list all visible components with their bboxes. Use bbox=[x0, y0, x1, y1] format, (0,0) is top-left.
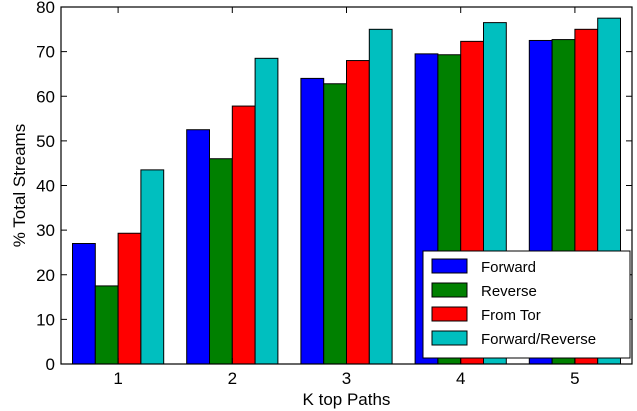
y-tick-label-50: 50 bbox=[36, 132, 55, 151]
legend: Forward Reverse From Tor Forward/Reverse bbox=[422, 250, 631, 359]
y-tick-label-60: 60 bbox=[36, 87, 55, 106]
bar-forward-reverse-k3 bbox=[368, 28, 393, 365]
y-tick-label-30: 30 bbox=[36, 221, 55, 240]
y-tick-label-70: 70 bbox=[36, 43, 55, 62]
x-tick-label-1: 1 bbox=[113, 369, 122, 388]
bar-reverse-k2 bbox=[209, 158, 233, 365]
legend-swatch-forward-reverse bbox=[431, 330, 468, 346]
bar-forward-k2 bbox=[186, 129, 210, 365]
y-tick-label-20: 20 bbox=[36, 266, 55, 285]
legend-label-forward: Forward bbox=[481, 259, 536, 276]
legend-label-from-tor: From Tor bbox=[481, 307, 541, 324]
bar-from-tor-k3 bbox=[346, 60, 370, 365]
legend-label-forward-reverse: Forward/Reverse bbox=[481, 331, 596, 348]
x-tick-label-4: 4 bbox=[456, 369, 465, 388]
y-tick-label-10: 10 bbox=[36, 310, 55, 329]
y-axis-label: % Total Streams bbox=[10, 124, 29, 247]
bar-from-tor-k2 bbox=[231, 105, 256, 365]
x-tick-label-2: 2 bbox=[228, 369, 237, 388]
legend-swatch-reverse bbox=[431, 282, 468, 298]
x-tick-label-5: 5 bbox=[570, 369, 579, 388]
bar-forward-reverse-k1 bbox=[140, 169, 165, 365]
x-axis-label: K top Paths bbox=[303, 390, 391, 409]
legend-swatch-forward bbox=[431, 258, 468, 274]
bar-forward-k1 bbox=[72, 243, 96, 365]
legend-label-reverse: Reverse bbox=[481, 283, 537, 300]
bar-reverse-k3 bbox=[323, 83, 348, 365]
bar-reverse-k1 bbox=[94, 285, 119, 365]
y-tick-label-80: 80 bbox=[36, 0, 55, 17]
y-tick-label-0: 0 bbox=[46, 355, 55, 374]
y-tick-label-40: 40 bbox=[36, 177, 55, 196]
bars-group bbox=[72, 17, 622, 365]
bar-forward-k3 bbox=[300, 77, 325, 365]
axes-group: 0 10 20 30 40 50 60 70 80 1 2 3 4 5 bbox=[36, 0, 633, 388]
x-tick-label-3: 3 bbox=[342, 369, 351, 388]
bar-from-tor-k1 bbox=[117, 232, 142, 365]
bar-forward-reverse-k2 bbox=[254, 57, 279, 365]
legend-swatch-from-tor bbox=[431, 306, 468, 322]
